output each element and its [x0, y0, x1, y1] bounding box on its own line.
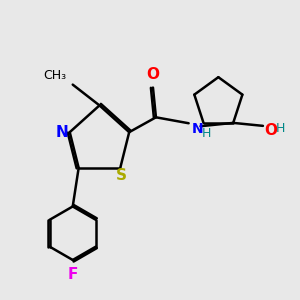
Text: N: N [56, 125, 69, 140]
Text: N: N [192, 122, 203, 136]
Text: F: F [68, 267, 78, 282]
Text: S: S [116, 168, 127, 183]
Text: O: O [146, 67, 160, 82]
Text: CH₃: CH₃ [44, 69, 67, 82]
Text: H: H [275, 122, 285, 135]
Text: O: O [264, 123, 278, 138]
Text: H: H [202, 127, 211, 140]
